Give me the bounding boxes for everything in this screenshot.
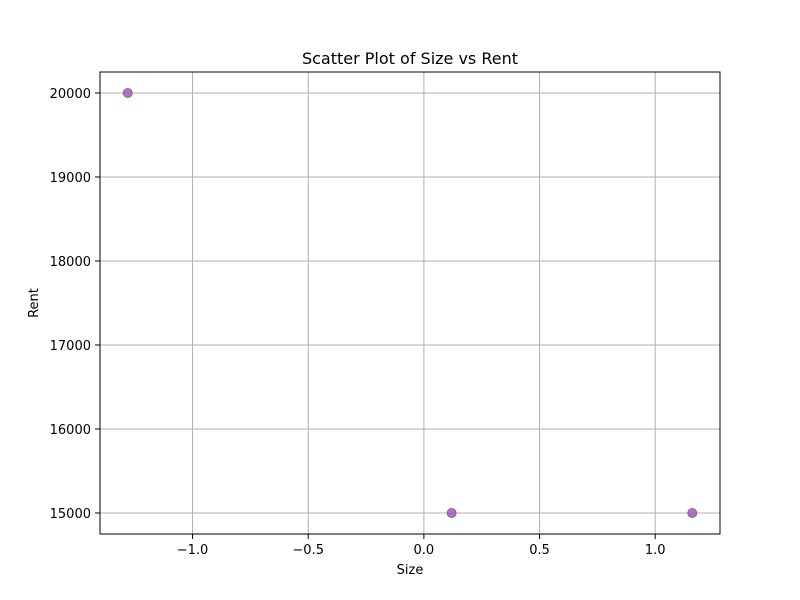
- data-points: [122, 88, 698, 518]
- y-tick-label: 17000: [50, 339, 91, 354]
- y-axis-label: Rent: [27, 288, 42, 318]
- x-tick-label: 0.5: [529, 543, 550, 558]
- y-tick-label: 16000: [50, 423, 91, 438]
- plot-area-frame: [99, 71, 721, 535]
- x-tick-label: −1.0: [177, 543, 209, 558]
- y-tick-label: 20000: [50, 87, 91, 102]
- y-tick-label: 15000: [50, 507, 91, 522]
- grid-lines: [100, 72, 720, 534]
- ticks: −1.0 −0.5 0.0 0.5 1.0 15000 16000 17000 18000 190…: [50, 87, 666, 558]
- y-tick-label: 18000: [50, 255, 91, 270]
- x-tick-label: −0.5: [292, 543, 324, 558]
- scatter-point: [446, 508, 457, 518]
- scatter-point: [687, 508, 698, 518]
- scatter-point: [122, 88, 133, 98]
- x-axis-label: Size: [397, 563, 424, 578]
- x-tick-label: 1.0: [645, 543, 666, 558]
- chart-title: Scatter Plot of Size vs Rent: [302, 49, 518, 68]
- x-tick-label: 0.0: [414, 543, 435, 558]
- y-tick-label: 19000: [50, 171, 91, 186]
